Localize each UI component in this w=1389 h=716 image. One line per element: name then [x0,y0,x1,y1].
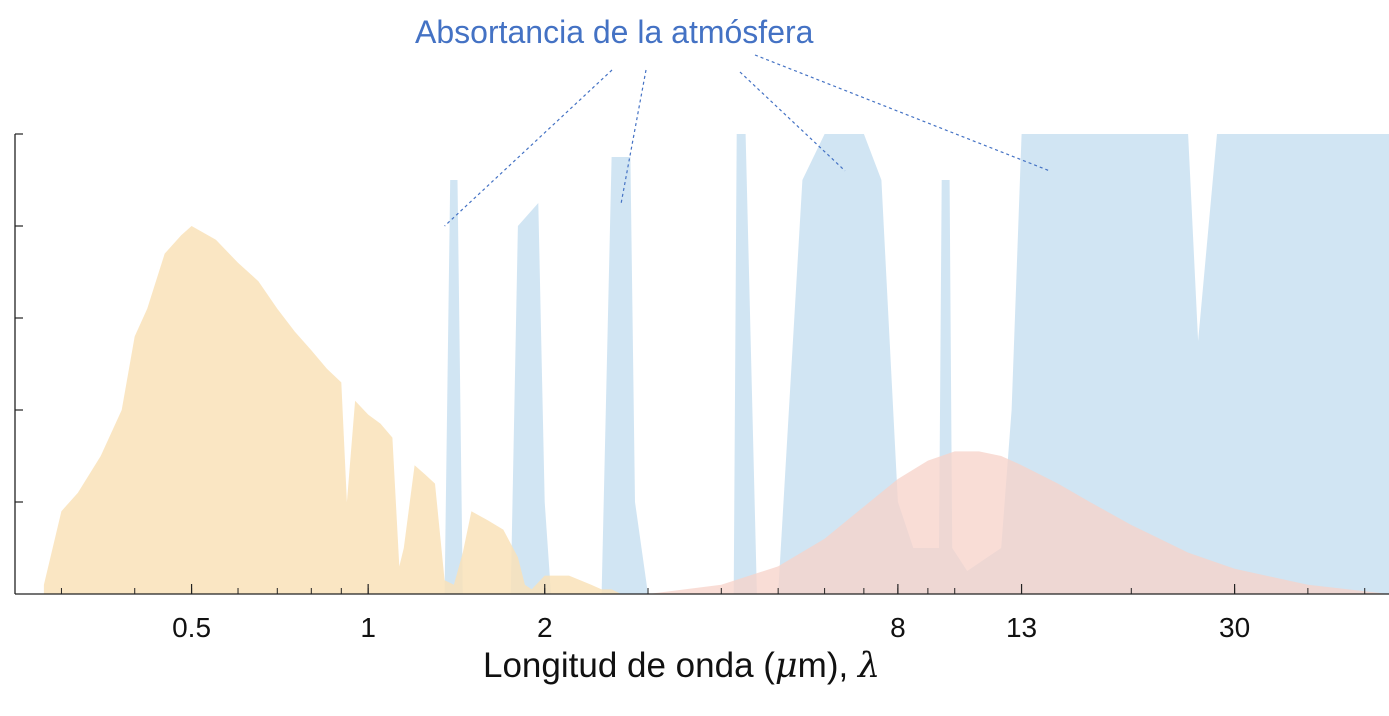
xlabel-mu: μ [774,646,798,686]
solar-area [43,226,622,594]
series-layer [15,134,1389,594]
x-tick-label: 8 [890,612,906,643]
annotation-title: Absortancia de la atmósfera [415,14,814,50]
annotation-leader-line [444,69,613,227]
x-tick-label: 30 [1219,612,1250,643]
axes: 0.5 1 2 8 13 30 [14,133,1389,643]
earth-area [648,451,1389,594]
xlabel-lambda: λ [857,646,881,686]
x-axis-label: Longitud de onda (μm), λ [483,646,880,686]
annotation-leaders [444,54,1050,227]
x-tick-label: 1 [360,612,376,643]
xlabel-unit: m), [797,646,858,685]
x-tick-label: 2 [537,612,553,643]
annotation-leader-line [739,71,846,172]
x-tick-label: 0.5 [172,612,211,643]
x-tick-label: 13 [1006,612,1037,643]
annotation-leader-line [620,69,647,204]
annotation-leader-line [754,54,1050,172]
xlabel-prefix: Longitud de onda ( [483,646,775,685]
